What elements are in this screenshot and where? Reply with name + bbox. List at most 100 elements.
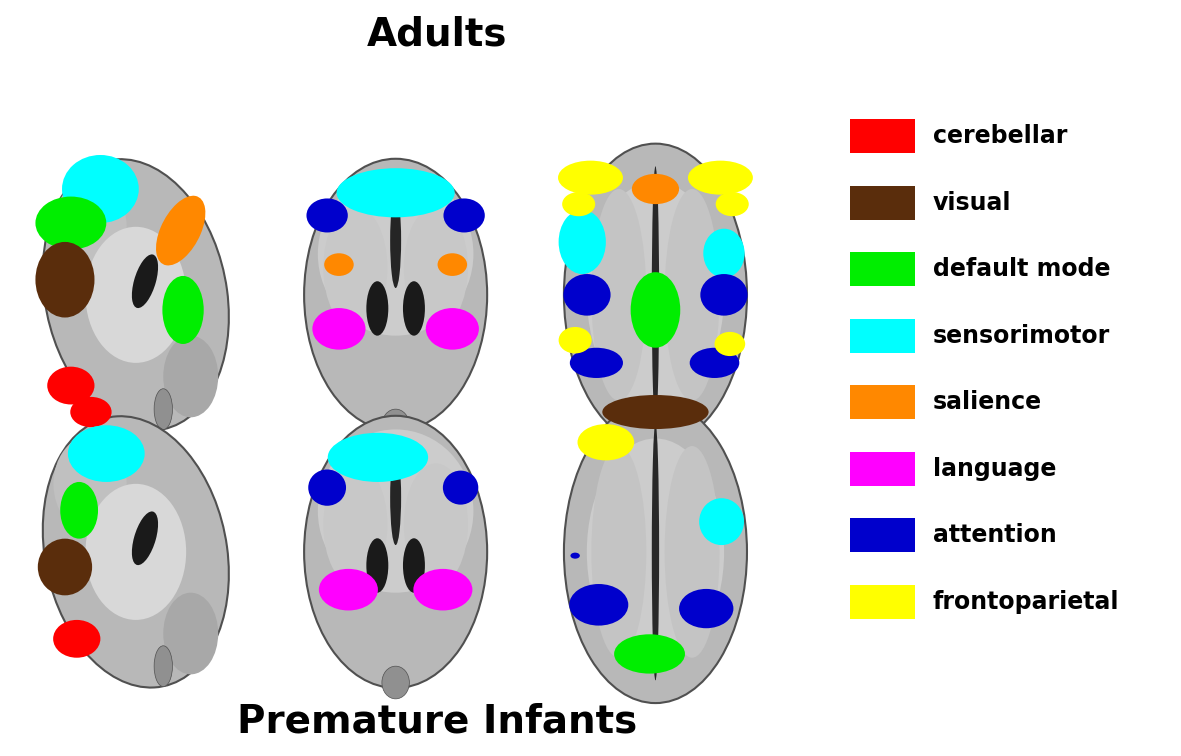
Text: salience: salience	[933, 390, 1042, 414]
Ellipse shape	[38, 538, 92, 596]
Ellipse shape	[592, 446, 646, 658]
FancyBboxPatch shape	[850, 386, 915, 420]
Ellipse shape	[614, 634, 685, 674]
Ellipse shape	[565, 401, 748, 703]
Ellipse shape	[665, 446, 719, 658]
Ellipse shape	[592, 189, 646, 401]
Ellipse shape	[665, 189, 719, 401]
Ellipse shape	[318, 172, 474, 336]
Text: attention: attention	[933, 523, 1057, 547]
Ellipse shape	[366, 538, 389, 593]
Ellipse shape	[578, 424, 634, 460]
FancyBboxPatch shape	[850, 253, 915, 287]
Ellipse shape	[559, 209, 606, 274]
Ellipse shape	[305, 416, 487, 688]
Ellipse shape	[43, 417, 229, 687]
Ellipse shape	[563, 274, 611, 316]
Text: default mode: default mode	[933, 257, 1110, 281]
Ellipse shape	[35, 197, 106, 249]
Ellipse shape	[559, 161, 624, 194]
Ellipse shape	[43, 160, 229, 430]
Ellipse shape	[163, 593, 218, 674]
Ellipse shape	[700, 274, 748, 316]
Ellipse shape	[403, 538, 425, 593]
Ellipse shape	[154, 389, 172, 429]
Ellipse shape	[390, 450, 402, 545]
Text: frontoparietal: frontoparietal	[933, 590, 1120, 614]
FancyBboxPatch shape	[850, 585, 915, 618]
Ellipse shape	[570, 553, 580, 559]
Ellipse shape	[154, 646, 172, 686]
Ellipse shape	[35, 242, 94, 318]
Ellipse shape	[687, 161, 753, 194]
Text: Adults: Adults	[367, 15, 507, 53]
Text: language: language	[933, 457, 1056, 481]
Ellipse shape	[163, 276, 203, 344]
Ellipse shape	[565, 144, 748, 446]
Text: sensorimotor: sensorimotor	[933, 324, 1110, 348]
Ellipse shape	[569, 348, 624, 378]
Ellipse shape	[53, 436, 126, 531]
FancyBboxPatch shape	[850, 452, 915, 486]
Ellipse shape	[381, 666, 410, 699]
Ellipse shape	[85, 227, 187, 363]
Ellipse shape	[426, 308, 479, 349]
Ellipse shape	[313, 308, 366, 349]
Ellipse shape	[404, 206, 468, 329]
Ellipse shape	[704, 228, 745, 278]
Ellipse shape	[679, 589, 733, 628]
Ellipse shape	[699, 498, 744, 545]
Text: Premature Infants: Premature Infants	[237, 703, 637, 741]
Ellipse shape	[438, 253, 468, 276]
Ellipse shape	[559, 327, 592, 354]
Ellipse shape	[587, 181, 724, 408]
Ellipse shape	[390, 193, 402, 288]
Ellipse shape	[602, 395, 709, 429]
Ellipse shape	[308, 469, 346, 506]
Ellipse shape	[632, 174, 679, 204]
Ellipse shape	[403, 281, 425, 336]
FancyBboxPatch shape	[850, 319, 915, 352]
Ellipse shape	[381, 409, 410, 442]
Ellipse shape	[337, 168, 455, 218]
Ellipse shape	[652, 423, 659, 680]
Ellipse shape	[631, 272, 680, 348]
FancyBboxPatch shape	[850, 185, 915, 219]
FancyBboxPatch shape	[850, 119, 915, 153]
Ellipse shape	[305, 159, 487, 431]
Ellipse shape	[444, 199, 485, 233]
Ellipse shape	[652, 166, 659, 423]
Text: visual: visual	[933, 191, 1011, 215]
Ellipse shape	[132, 512, 158, 565]
Ellipse shape	[47, 367, 94, 404]
Ellipse shape	[319, 569, 378, 611]
Ellipse shape	[53, 620, 100, 658]
Ellipse shape	[404, 463, 468, 586]
Ellipse shape	[562, 192, 595, 216]
Ellipse shape	[67, 425, 144, 482]
Ellipse shape	[413, 569, 472, 611]
Ellipse shape	[306, 199, 347, 233]
Ellipse shape	[324, 206, 387, 329]
Ellipse shape	[61, 155, 139, 223]
Ellipse shape	[85, 484, 187, 620]
Ellipse shape	[716, 192, 749, 216]
Ellipse shape	[318, 429, 474, 593]
Ellipse shape	[156, 196, 205, 265]
Ellipse shape	[325, 253, 354, 276]
Ellipse shape	[163, 336, 218, 417]
Text: cerebellar: cerebellar	[933, 124, 1068, 148]
Ellipse shape	[53, 179, 126, 274]
FancyBboxPatch shape	[850, 519, 915, 553]
Ellipse shape	[324, 463, 387, 586]
Ellipse shape	[71, 397, 112, 427]
Ellipse shape	[60, 482, 98, 538]
Ellipse shape	[587, 438, 724, 665]
Ellipse shape	[715, 332, 745, 356]
Ellipse shape	[328, 432, 428, 482]
Ellipse shape	[366, 281, 389, 336]
Ellipse shape	[569, 584, 628, 626]
Ellipse shape	[132, 255, 158, 308]
Ellipse shape	[690, 348, 739, 378]
Ellipse shape	[443, 470, 478, 505]
